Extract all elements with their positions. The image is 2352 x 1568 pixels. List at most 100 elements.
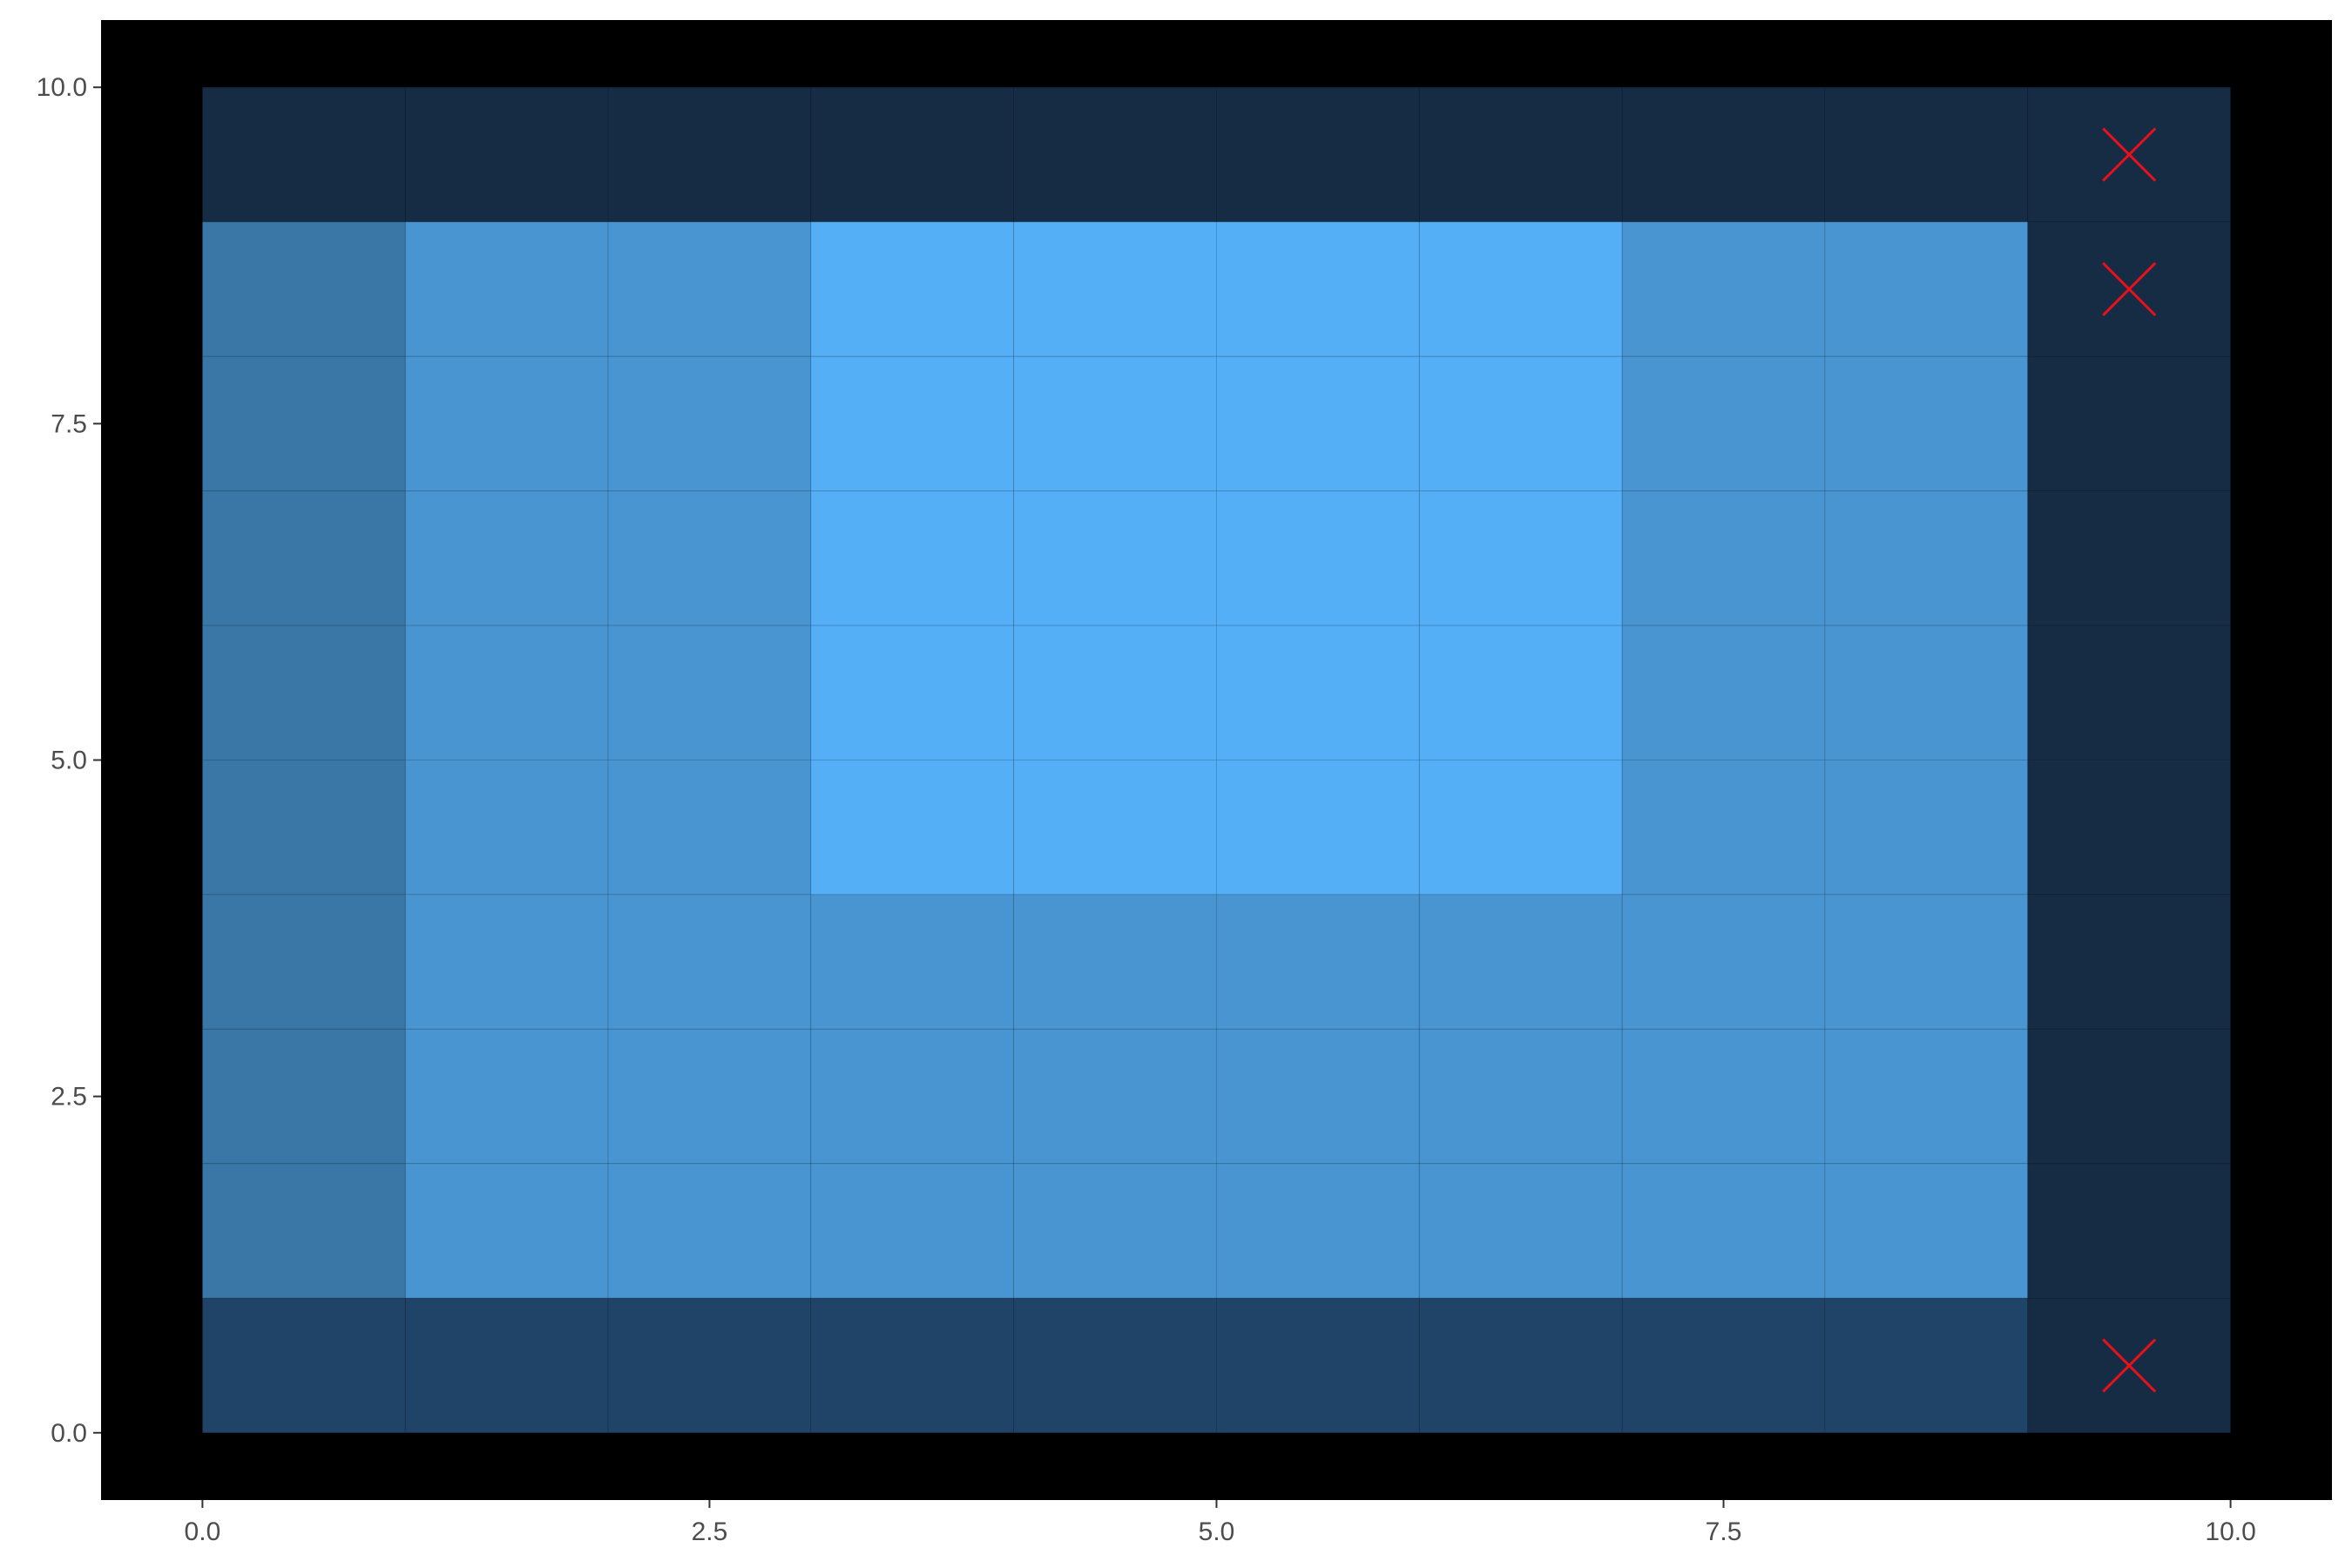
heatmap-cell <box>1418 1297 1623 1434</box>
heatmap-cell <box>1824 1163 2029 1299</box>
heatmap-cell <box>1216 490 1420 626</box>
heatmap-cells <box>201 86 2232 1434</box>
marker-layer <box>2102 127 2157 1393</box>
heatmap-cell <box>1216 1028 1420 1165</box>
heatmap-cell <box>2027 355 2232 492</box>
heatmap-cell <box>607 1163 812 1299</box>
heatmap-cell <box>1216 894 1420 1030</box>
heatmap-cell <box>2027 760 2232 896</box>
heatmap-cell <box>1824 355 2029 492</box>
heatmap-cell <box>1824 86 2029 223</box>
x-tick-label: 5.0 <box>1199 1517 1235 1546</box>
heatmap-cell <box>1621 355 1826 492</box>
heatmap-cell <box>1418 760 1623 896</box>
x-marker <box>2102 261 2157 316</box>
heatmap-cell <box>201 1297 406 1434</box>
heatmap-cell <box>201 760 406 896</box>
heatmap-cell <box>1013 490 1217 626</box>
heatmap-cell <box>404 625 609 761</box>
heatmap-cell <box>1013 221 1217 357</box>
heatmap-cell <box>201 625 406 761</box>
heatmap-cell <box>1824 221 2029 357</box>
heatmap-cell <box>201 1028 406 1165</box>
heatmap-cell <box>404 1297 609 1434</box>
heatmap-cell <box>201 221 406 357</box>
heatmap-cell <box>1418 1163 1623 1299</box>
heatmap-cell <box>810 1297 1015 1434</box>
x-axis: 0.0 2.5 5.0 7.5 10.0 <box>185 1500 2256 1546</box>
heatmap-cell <box>1824 490 2029 626</box>
heatmap-cell <box>1216 355 1420 492</box>
heatmap-cell <box>810 86 1015 223</box>
heatmap-cell <box>1013 355 1217 492</box>
heatmap-cell <box>404 355 609 492</box>
heatmap-cell <box>810 355 1015 492</box>
heatmap-cell <box>1216 86 1420 223</box>
y-tick-label: 7.5 <box>51 409 87 438</box>
heatmap-cell <box>607 221 812 357</box>
heatmap-cell <box>810 760 1015 896</box>
heatmap-cell <box>404 1028 609 1165</box>
x-tick-label: 7.5 <box>1706 1517 1742 1546</box>
heatmap-cell <box>1824 760 2029 896</box>
heatmap-cell <box>1418 625 1623 761</box>
heatmap-cell <box>810 1028 1015 1165</box>
heatmap-cell <box>607 355 812 492</box>
y-tick-label: 0.0 <box>51 1419 87 1448</box>
heatmap-cell <box>810 894 1015 1030</box>
heatmap-cell <box>607 86 812 223</box>
heatmap-cell <box>2027 625 2232 761</box>
heatmap-cell <box>1418 894 1623 1030</box>
y-axis: 0.0 2.5 5.0 7.5 10.0 <box>37 73 101 1448</box>
heatmap-cell <box>1824 625 2029 761</box>
heatmap-cell <box>1216 1297 1420 1434</box>
x-marker <box>2102 1338 2157 1393</box>
heatmap-cell <box>1621 760 1826 896</box>
heatmap-cell <box>1418 1028 1623 1165</box>
heatmap-cell <box>1013 625 1217 761</box>
heatmap-cell <box>1621 1297 1826 1434</box>
heatmap-cell <box>1418 490 1623 626</box>
heatmap-cell <box>201 86 406 223</box>
heatmap-cell <box>404 490 609 626</box>
heatmap-cell <box>201 355 406 492</box>
heatmap-cell <box>1013 86 1217 223</box>
heatmap-cell <box>607 1297 812 1434</box>
heatmap-cell <box>1621 1028 1826 1165</box>
heatmap-cell <box>1621 221 1826 357</box>
heatmap-cell <box>404 1163 609 1299</box>
heatmap-cell <box>1621 894 1826 1030</box>
heatmap-cell <box>201 894 406 1030</box>
heatmap-cell <box>2027 1163 2232 1299</box>
heatmap-cell <box>1013 1028 1217 1165</box>
heatmap-cell <box>810 490 1015 626</box>
heatmap-cell <box>1824 894 2029 1030</box>
heatmap-cell <box>2027 490 2232 626</box>
heatmap-cell <box>2027 894 2232 1030</box>
y-tick-label: 10.0 <box>37 73 87 102</box>
heatmap-cell <box>607 1028 812 1165</box>
heatmap-cell <box>1621 490 1826 626</box>
heatmap-cell <box>1216 760 1420 896</box>
heatmap-cell <box>1418 355 1623 492</box>
heatmap-cell <box>404 221 609 357</box>
heatmap-cell <box>1621 625 1826 761</box>
heatmap-cell <box>1013 894 1217 1030</box>
heatmap-cell <box>1824 1297 2029 1434</box>
heatmap-cell <box>2027 1028 2232 1165</box>
x-tick-label: 10.0 <box>2205 1517 2255 1546</box>
heatmap-cell <box>1216 1163 1420 1299</box>
heatmap-cell <box>404 760 609 896</box>
y-tick-label: 2.5 <box>51 1083 87 1112</box>
heatmap-cell <box>1418 221 1623 357</box>
heatmap-cell <box>1621 1163 1826 1299</box>
x-tick-label: 0.0 <box>185 1517 221 1546</box>
heatmap-cell <box>1013 760 1217 896</box>
heatmap-cell <box>810 625 1015 761</box>
heatmap-cell <box>1418 86 1623 223</box>
heatmap-cell <box>201 1163 406 1299</box>
heatmap-cell <box>1013 1163 1217 1299</box>
heatmap-cell <box>810 221 1015 357</box>
heatmap-cell <box>1216 221 1420 357</box>
